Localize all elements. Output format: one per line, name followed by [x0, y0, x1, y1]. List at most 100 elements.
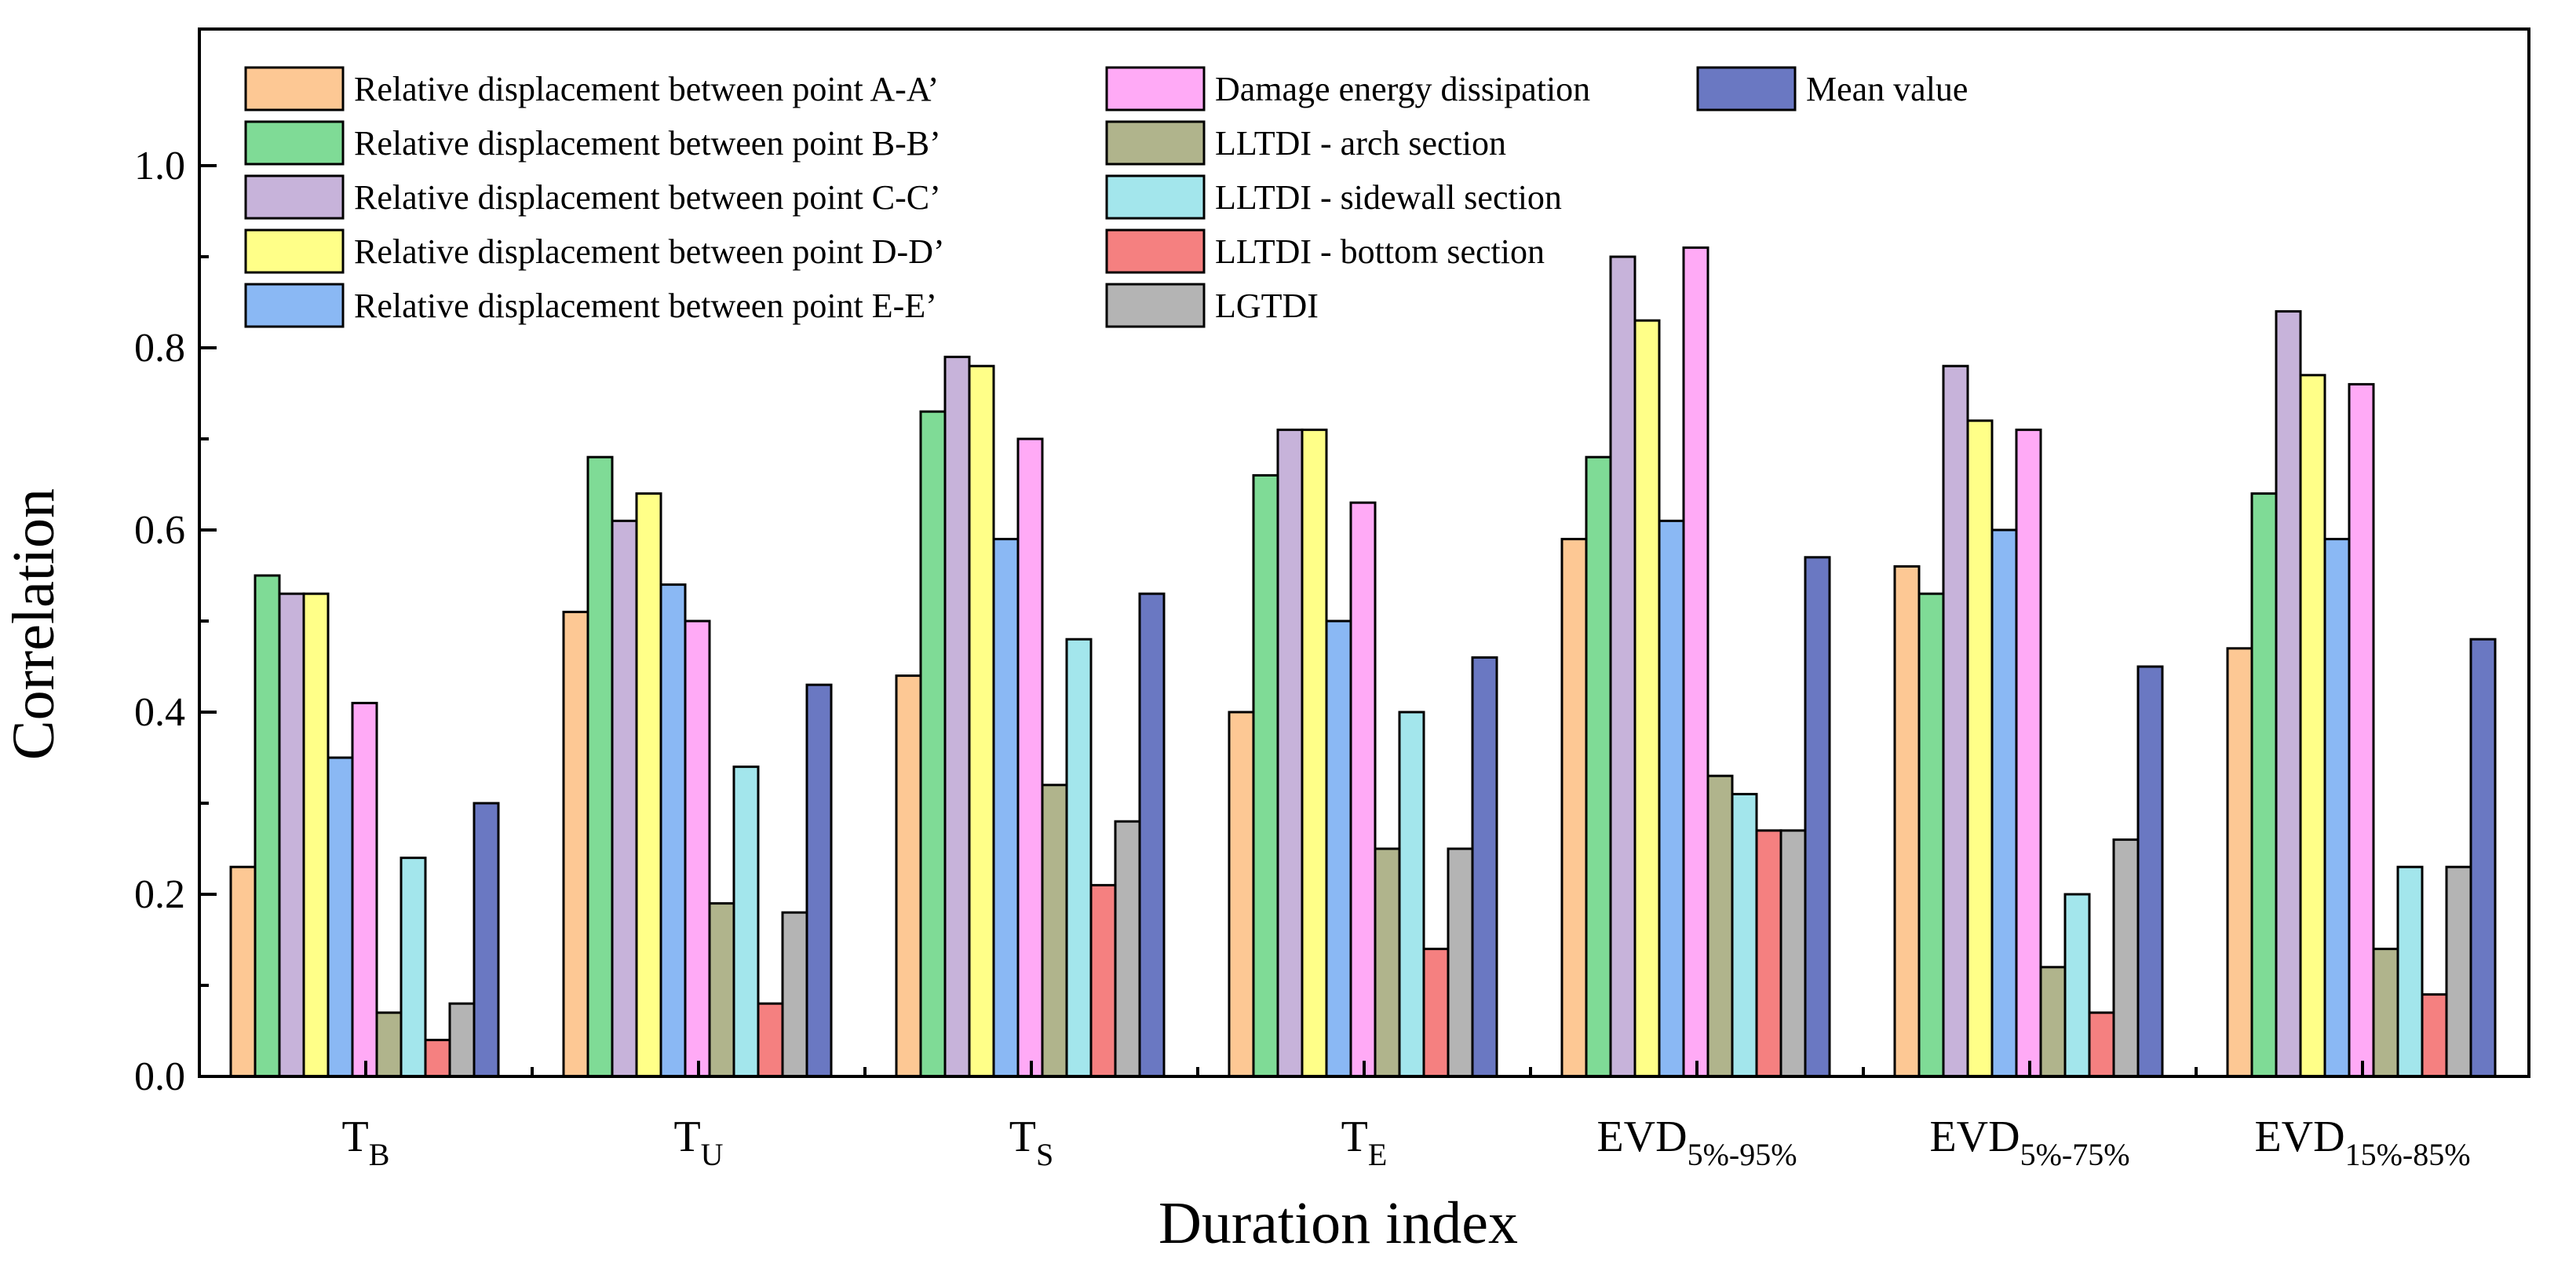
bar-10-4	[1447, 847, 1474, 1078]
bar-5-4	[1325, 619, 1352, 1078]
bar-1-2	[562, 610, 589, 1078]
bar-3-4	[1276, 428, 1304, 1078]
bar-5-2	[659, 583, 687, 1078]
legend-label-11: Mean value	[1806, 70, 1968, 108]
legend-label-3: Relative displacement between point C-C’	[354, 178, 941, 217]
bar-4-4	[1301, 428, 1328, 1078]
x-tick-label: TB	[342, 1113, 390, 1172]
legend-label-1: Relative displacement between point A-A’	[354, 70, 939, 108]
bar-4-3	[968, 364, 995, 1078]
bar-4-5	[1633, 319, 1661, 1078]
bar-2-3	[919, 410, 947, 1078]
bar-2-5	[1585, 455, 1612, 1078]
y-tick-label: 0.0	[134, 1054, 185, 1099]
bar-5-3	[992, 538, 1020, 1078]
bar-3-2	[611, 519, 638, 1078]
bar-11-1	[473, 802, 500, 1078]
legend-swatch-2	[244, 120, 345, 166]
bar-3-3	[943, 356, 971, 1078]
axes-layer: 0.0 0.2 0.4 0.6 0.8 1.0 TB TU TS TE EVD5%-95% EVD5%…	[134, 27, 2530, 1172]
legend-swatch-7	[1105, 120, 1206, 166]
bar-10-1	[448, 1002, 476, 1078]
bar-1-6	[1893, 565, 1921, 1078]
bar-4-6	[1966, 419, 1994, 1078]
bar-1-5	[1560, 538, 1588, 1078]
bar-7-2	[708, 902, 735, 1078]
y-axis-title: Correlation	[1, 488, 67, 760]
x-tick-label: EVD15%-85%	[2254, 1113, 2470, 1172]
bar-6-1	[351, 701, 378, 1078]
bar-11-2	[805, 683, 833, 1078]
bar-2-2	[586, 455, 614, 1078]
y-tick-label: 0.8	[134, 326, 185, 371]
bar-1-4	[1228, 711, 1255, 1078]
bar-8-3	[1065, 638, 1093, 1078]
legend-swatch-10	[1105, 283, 1206, 328]
legend-swatch-11	[1696, 66, 1797, 111]
x-tick-label: TS	[1009, 1113, 1053, 1172]
legend-swatch-5	[244, 283, 345, 328]
legend-label-5: Relative displacement between point E-E’	[354, 287, 937, 325]
bar-8-5	[1731, 792, 1758, 1078]
bar-11-6	[2136, 665, 2164, 1078]
bar-7-6	[2039, 966, 2067, 1078]
bar-2-4	[1252, 473, 1279, 1078]
bar-7-4	[1374, 847, 1401, 1078]
bar-2-6	[1917, 592, 1945, 1078]
bar-4-2	[635, 492, 662, 1078]
bar-11-5	[1804, 556, 1831, 1078]
bar-10-2	[781, 911, 808, 1078]
bar-10-5	[1779, 829, 1807, 1078]
legend-label-8: LLTDI - sidewall section	[1215, 178, 1562, 217]
bar-11-7	[2469, 638, 2497, 1078]
bar-9-4	[1422, 948, 1450, 1078]
bar-10-3	[1114, 820, 1141, 1078]
legend-swatch-4	[244, 228, 345, 274]
bar-9-5	[1755, 829, 1782, 1078]
legend-swatch-3	[244, 174, 345, 220]
bar-6-2	[684, 619, 711, 1078]
bar-3-5	[1609, 255, 1636, 1078]
bar-8-4	[1398, 711, 1425, 1078]
bar-2-7	[2250, 492, 2278, 1078]
bar-6-5	[1682, 246, 1709, 1078]
bar-3-7	[2275, 310, 2302, 1078]
bar-9-3	[1089, 883, 1117, 1078]
bar-6-6	[2015, 428, 2042, 1078]
bar-11-4	[1471, 656, 1498, 1078]
bar-2-1	[254, 574, 281, 1078]
bar-4-1	[302, 592, 330, 1078]
legend-label-2: Relative displacement between point B-B’	[354, 124, 941, 163]
bar-10-7	[2445, 865, 2472, 1078]
legend-swatch-6	[1105, 66, 1206, 111]
bar-11-3	[1138, 592, 1166, 1078]
bar-8-7	[2396, 865, 2424, 1078]
bar-6-7	[2348, 382, 2375, 1078]
legend-label-6: Damage energy dissipation	[1215, 70, 1590, 108]
bar-1-3	[895, 674, 922, 1078]
x-tick-label: EVD5%-75%	[1929, 1113, 2129, 1172]
y-tick-label: 0.2	[134, 872, 185, 917]
y-tick-label: 0.4	[134, 690, 185, 735]
legend-swatch-9	[1105, 228, 1206, 274]
bar-9-6	[2088, 1011, 2115, 1078]
bar-9-7	[2421, 993, 2448, 1078]
bar-7-7	[2372, 948, 2399, 1078]
bar-8-2	[732, 766, 760, 1078]
bar-7-5	[1706, 774, 1734, 1078]
bar-5-1	[327, 756, 354, 1078]
x-tick-label: EVD5%-95%	[1596, 1113, 1797, 1172]
bar-8-1	[400, 857, 427, 1078]
bar-1-1	[229, 865, 257, 1078]
bar-8-6	[2063, 893, 2091, 1078]
legend-label-7: LLTDI - arch section	[1215, 124, 1506, 163]
bars-layer	[229, 246, 2497, 1078]
bar-5-7	[2323, 538, 2351, 1078]
bar-5-5	[1658, 519, 1685, 1078]
legend-layer: Relative displacement between point A-A’…	[244, 66, 1968, 328]
bar-9-1	[424, 1039, 451, 1078]
bar-7-1	[375, 1011, 403, 1078]
legend-swatch-1	[244, 66, 345, 111]
legend-label-10: LGTDI	[1215, 287, 1319, 325]
